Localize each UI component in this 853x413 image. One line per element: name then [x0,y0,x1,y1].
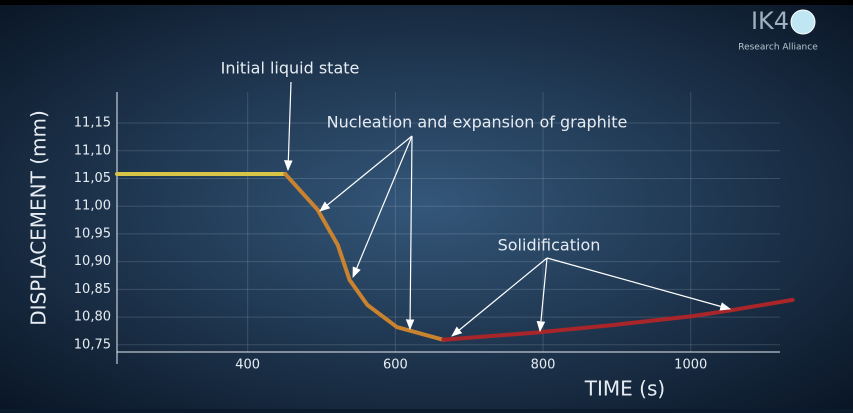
x-tick-label: 800 [531,358,556,373]
arrow [319,135,413,212]
data-line [441,297,795,342]
y-tick-label: 10,80 [74,310,111,325]
logo-icon [790,9,816,35]
arrow [405,135,415,331]
arrows [284,81,732,337]
logo-mark: IK4 [751,7,789,35]
top-bar [0,0,853,5]
x-axis-label: TIME (s) [584,377,665,401]
x-tick-label: 600 [383,358,408,373]
arrow [352,135,413,278]
data-line [283,172,446,342]
y-axis-label: DISPLACEMENT (mm) [27,110,51,326]
arrow [546,257,732,311]
arrow [284,81,293,172]
annotation: Solidification [498,236,601,255]
y-tick-label: 11,10 [74,143,111,158]
y-tick-label: 11,00 [74,199,111,214]
annotation: Nucleation and expansion of graphite [327,113,628,132]
y-tick-label: 10,90 [74,254,111,269]
arrow [451,257,548,337]
annotation: Initial liquid state [221,59,360,78]
x-tick-label: 1000 [674,358,707,373]
logo-tagline: Research Alliance [738,43,818,53]
y-tick-label: 10,85 [74,282,111,297]
y-tick-label: 10,95 [74,226,111,241]
y-tick-label: 11,15 [74,116,111,131]
y-tick-label: 10,75 [74,337,111,352]
x-tick-label: 400 [235,358,260,373]
arrow [536,257,548,333]
y-tick-label: 11,05 [74,171,111,186]
